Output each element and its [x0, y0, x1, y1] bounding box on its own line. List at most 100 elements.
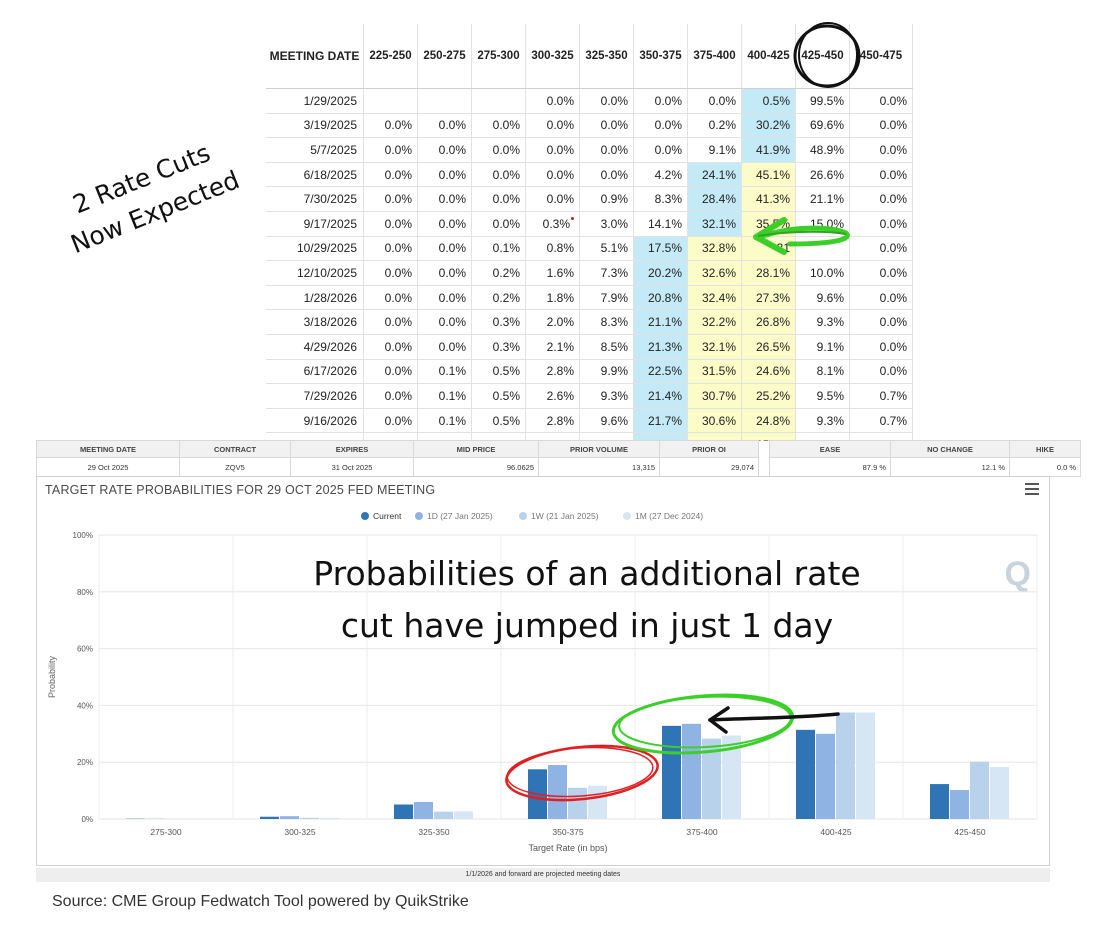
probability-cell: 0.0%: [417, 309, 472, 335]
probability-cell: 0.5%: [471, 408, 526, 434]
probability-cell: 21.4%: [633, 383, 688, 409]
contract-header-cell: PRIOR OI: [659, 440, 759, 458]
x-tick-label: 425-450: [954, 827, 985, 837]
meeting-date-cell: 9/16/2026: [266, 408, 364, 434]
probability-cell: 0.0%: [417, 186, 472, 212]
legend-label: Current: [373, 511, 402, 521]
probability-cell: 0.0%: [471, 113, 526, 139]
probability-cell: 0.0%: [471, 162, 526, 188]
probability-cell: 9.3%: [795, 408, 850, 434]
probability-cell: 0.0%: [849, 334, 913, 360]
probability-table-container: MEETING DATE 225-250 250-275 275-300 300-325…: [266, 24, 913, 458]
probability-cell: 0.1%: [471, 236, 526, 262]
probability-cell: 0.0%: [633, 88, 688, 114]
probability-cell: 0.0%: [849, 162, 913, 188]
table-row: 4/29/2026 0.0% 0.0% 0.3% 2.1% 8.5% 21.3% 32.1% 2…: [266, 334, 913, 360]
col-header-400-425: 400-425: [741, 24, 796, 89]
probability-cell: 21.1%: [633, 309, 688, 335]
col-header-325-350: 325-350: [579, 24, 634, 89]
spacer: [758, 440, 770, 458]
legend-marker: [415, 512, 423, 520]
probability-cell: 22.5%: [633, 359, 688, 385]
probability-cell: 24.1%: [687, 162, 742, 188]
probability-cell: 0.7%: [849, 408, 913, 434]
meeting-date-cell: 12/10/2025: [266, 260, 364, 286]
table-body: 1/29/2025 0.0% 0.0% 0.0% 0.0% 0.5% 99.5% 0.0% 3/…: [266, 88, 913, 458]
probability-cell: 0.0%: [849, 309, 913, 335]
probability-cell: 7.9%: [579, 285, 634, 311]
table-row: 12/10/2025 0.0% 0.0% 0.2% 1.6% 7.3% 20.2% 32.6%…: [266, 260, 913, 286]
meeting-date-cell: 10/29/2025: [266, 236, 364, 262]
meeting-date-cell: 7/29/2026: [266, 383, 364, 409]
probability-cell: [363, 88, 418, 114]
probability-cell: 0.0%: [849, 285, 913, 311]
probability-cell: 5.1%: [579, 236, 634, 262]
probability-cell: 0.0%: [525, 162, 580, 188]
spacer: [758, 457, 770, 477]
probability-cell: 32.1%: [687, 211, 742, 237]
probability-cell: 2.1%: [525, 334, 580, 360]
contract-value-cell: ZQV5: [179, 457, 291, 477]
y-axis-title: Probability: [47, 655, 57, 698]
contract-header-cell: NO CHANGE: [890, 440, 1010, 458]
probability-cell: 41.9%: [741, 137, 796, 163]
probability-cell: 0.0%: [363, 408, 418, 434]
bar-current: [796, 729, 815, 819]
probability-cell: 0.1%: [417, 408, 472, 434]
probability-cell: 25.2%: [741, 383, 796, 409]
probability-jump-line-2: cut have jumped in just 1 day: [340, 606, 834, 645]
table-row: 5/7/2025 0.0% 0.0% 0.0% 0.0% 0.0% 0.0% 9.1% 41.9…: [266, 137, 913, 163]
legend-label: 1M (27 Dec 2024): [635, 511, 703, 521]
col-header-275-300: 275-300: [471, 24, 526, 89]
bar-1m: [320, 817, 339, 819]
probability-cell: 9.6%: [795, 285, 850, 311]
bar-1w: [568, 787, 587, 819]
probability-cell: 0.0%: [471, 137, 526, 163]
probability-cell: 26.6%: [795, 162, 850, 188]
probability-cell: 0.0%: [849, 211, 913, 237]
rate-cuts-annotation: 2 Rate Cuts Now Expected: [52, 129, 245, 263]
legend-marker: [361, 512, 369, 520]
bar-1m: [856, 712, 875, 819]
meeting-date-cell: 6/17/2026: [266, 359, 364, 385]
probability-cell: 2.8%: [525, 408, 580, 434]
y-tick-label: 100%: [73, 531, 93, 540]
contract-value-cell: 0.0 %: [1009, 457, 1081, 477]
probability-cell: 0.0%: [417, 113, 472, 139]
bar-current: [528, 769, 547, 819]
probability-cell: 0.0%: [471, 211, 526, 237]
table-row: 1/29/2025 0.0% 0.0% 0.0% 0.0% 0.5% 99.5% 0.0%: [266, 88, 913, 114]
probability-cell: 0.0%: [579, 137, 634, 163]
table-row: 9/17/2025 0.0% 0.0% 0.0% 0.3% 3.0% 14.1% 32.1% 3…: [266, 211, 913, 237]
probability-cell: 0.0%: [525, 186, 580, 212]
x-tick-label: 325-350: [418, 827, 449, 837]
meeting-date-cell: 3/18/2026: [266, 309, 364, 335]
probability-cell: 0.0%: [579, 113, 634, 139]
probability-cell: 0.0%: [417, 334, 472, 360]
table-row: 6/18/2025 0.0% 0.0% 0.0% 0.0% 0.0% 4.2% 24.1% 45…: [266, 162, 913, 188]
probability-cell: 0.0%: [849, 113, 913, 139]
y-tick-label: 40%: [77, 701, 93, 710]
probability-cell: 9.5%: [795, 383, 850, 409]
contract-value-cell: 29 Oct 2025: [36, 457, 180, 477]
bar-current: [260, 816, 279, 819]
probability-cell: 2.6%: [525, 383, 580, 409]
probability-cell: 0.2%: [687, 113, 742, 139]
bar-current: [394, 804, 413, 819]
probability-cell: 32.4%: [687, 285, 742, 311]
meeting-date-cell: 7/30/2025: [266, 186, 364, 212]
probability-cell: 24.6%: [741, 359, 796, 385]
chart-menu-icon[interactable]: [1025, 483, 1039, 495]
probability-cell: 0.0%: [363, 359, 418, 385]
bar-1d: [414, 801, 433, 819]
probability-cell: 0.0%: [363, 137, 418, 163]
bar-current: [930, 784, 949, 819]
y-tick-label: 0%: [81, 815, 93, 824]
probability-cell: 27.3%: [741, 285, 796, 311]
probability-cell: 21.7%: [633, 408, 688, 434]
probability-cell: 9.6%: [579, 408, 634, 434]
meeting-date-cell: 1/29/2025: [266, 88, 364, 114]
col-header-350-375: 350-375: [633, 24, 688, 89]
probability-cell: 8.5%: [579, 334, 634, 360]
